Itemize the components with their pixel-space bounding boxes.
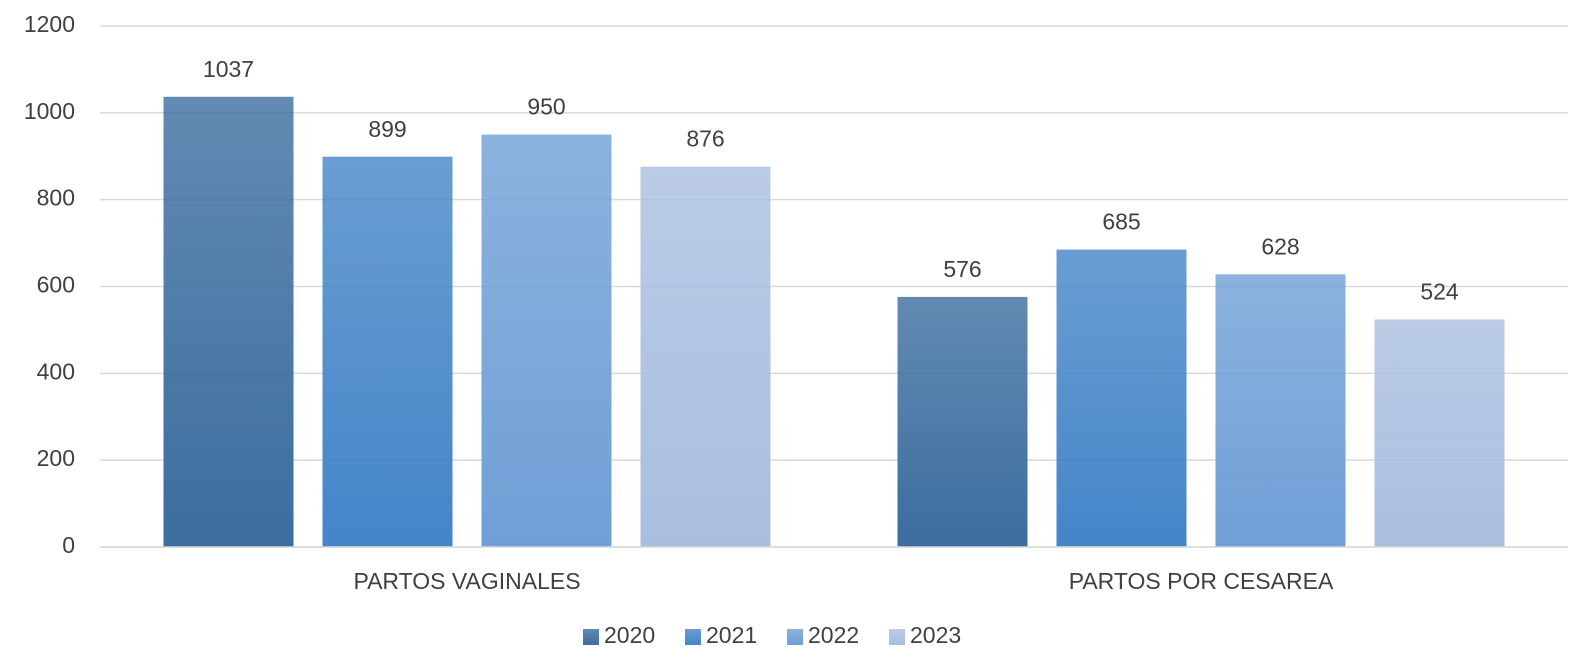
legend-swatch (889, 629, 905, 645)
bar (1374, 319, 1505, 547)
y-tick-label: 1000 (24, 98, 75, 124)
legend-label: 2020 (604, 622, 655, 648)
data-label: 1037 (203, 56, 254, 82)
bar (322, 156, 453, 547)
bar (640, 166, 771, 548)
legend-swatch (685, 629, 701, 645)
y-tick-label: 200 (37, 445, 75, 471)
legend-swatch (583, 629, 599, 645)
bar (1215, 274, 1346, 547)
legend-label: 2021 (706, 622, 757, 648)
data-label: 876 (686, 126, 724, 152)
bar (481, 134, 612, 547)
legend-swatch (787, 629, 803, 645)
data-label: 899 (368, 116, 406, 142)
y-tick-label: 1200 (24, 11, 75, 37)
y-tick-label: 600 (37, 272, 75, 298)
bar (1056, 249, 1187, 548)
legend-label: 2022 (808, 622, 859, 648)
y-tick-label: 800 (37, 185, 75, 211)
legend-label: 2023 (910, 622, 961, 648)
bar (897, 296, 1028, 547)
y-tick-label: 0 (62, 532, 75, 558)
data-label: 628 (1261, 233, 1299, 259)
x-tick-label: PARTOS VAGINALES (353, 568, 580, 594)
data-label: 524 (1420, 279, 1459, 305)
y-tick-label: 400 (37, 358, 75, 384)
data-label: 576 (943, 256, 981, 282)
x-tick-label: PARTOS POR CESAREA (1069, 568, 1334, 594)
bar (163, 96, 294, 547)
data-label: 950 (527, 94, 565, 120)
data-label: 685 (1102, 209, 1140, 235)
